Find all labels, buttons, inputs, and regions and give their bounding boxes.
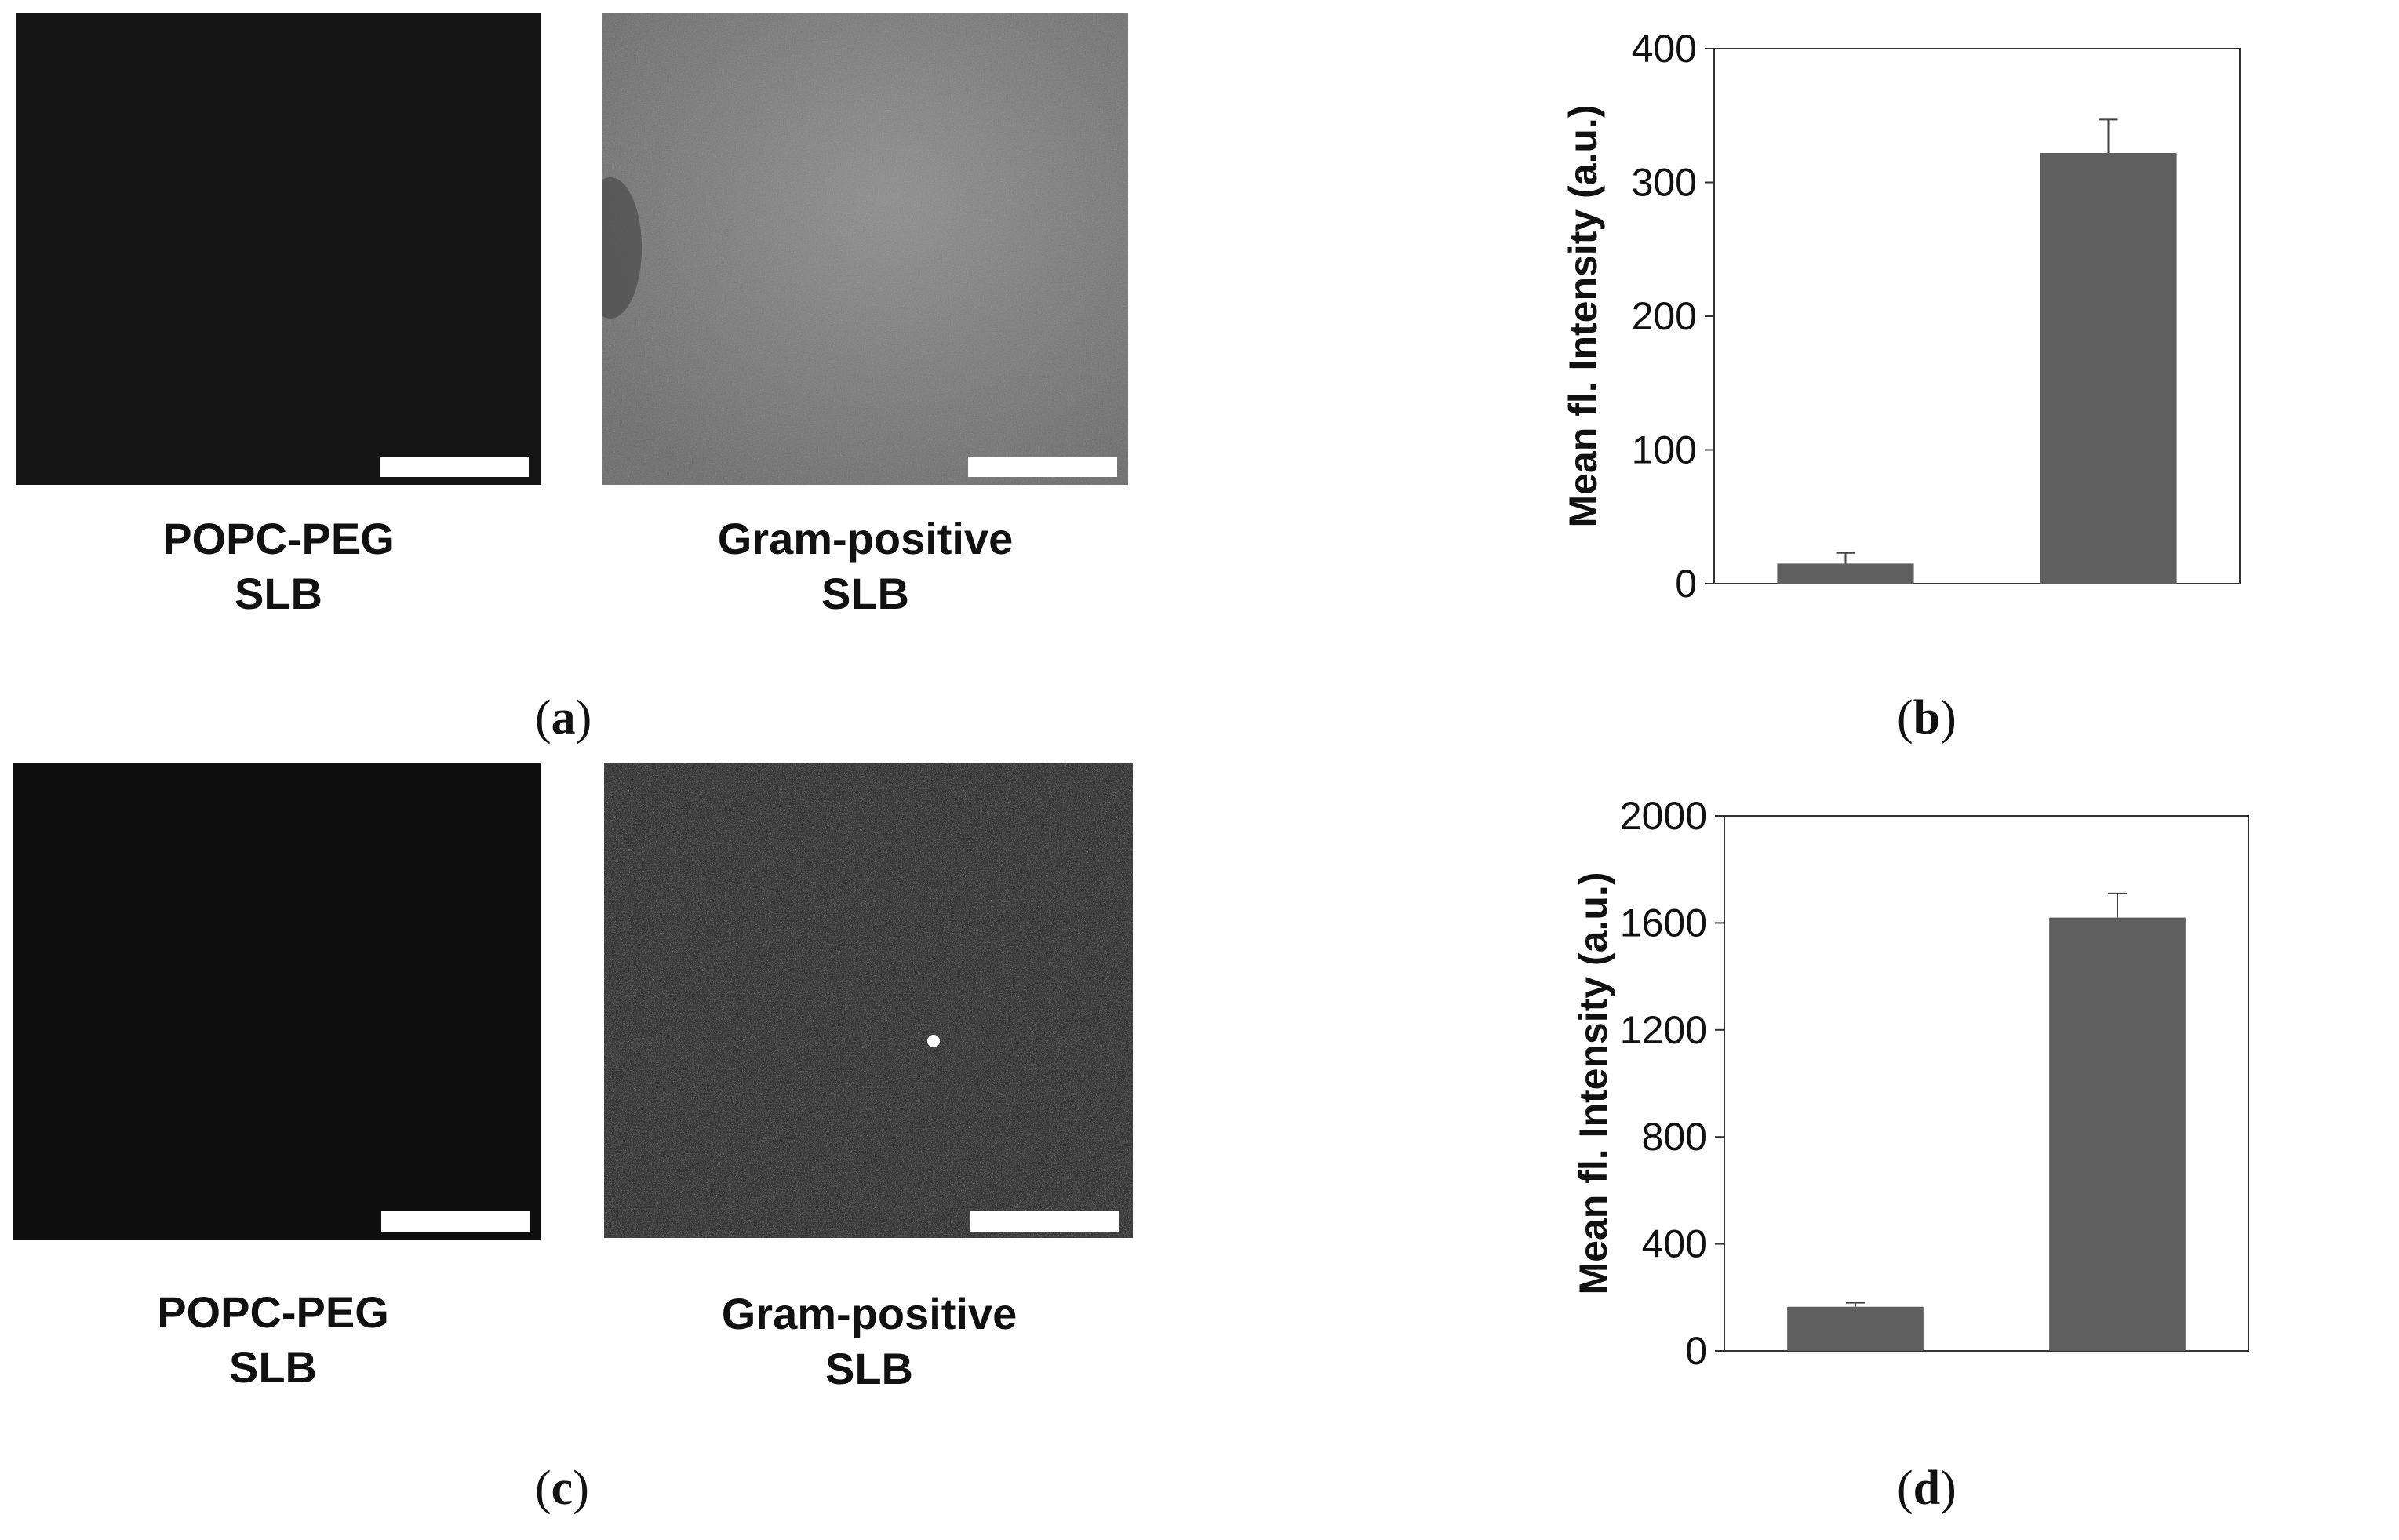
scale-bar	[380, 457, 529, 477]
panel-label-a: (a)	[535, 691, 592, 745]
micrograph-a-popc-peg	[16, 13, 541, 485]
scale-bar	[381, 1211, 530, 1232]
bar	[2040, 152, 2177, 584]
micrograph-texture	[602, 13, 1128, 485]
y-axis-title: Mean fl. Intensity (a.u.)	[1571, 872, 1615, 1295]
y-tick-label: 200	[1632, 294, 1697, 338]
y-tick-label: 1200	[1620, 1008, 1707, 1052]
y-axis-title: Mean fl. Intensity (a.u.)	[1561, 105, 1605, 528]
micrograph-c-gram-positive	[604, 763, 1133, 1238]
micrograph-c-popc-peg	[13, 763, 541, 1240]
y-tick-label: 2000	[1620, 794, 1707, 838]
image-label-gram-positive: Gram-positive SLB	[721, 1289, 1017, 1393]
bar	[1777, 563, 1914, 584]
panel-label-b: (b)	[1897, 691, 1957, 745]
y-tick-label: 400	[1632, 27, 1697, 71]
micrograph-a-gram-positive	[602, 13, 1128, 485]
image-label-popc-peg: POPC-PEG SLB	[162, 514, 395, 618]
plot-frame	[1724, 815, 2249, 1352]
y-tick-label: 800	[1642, 1115, 1707, 1159]
y-tick-label: 300	[1632, 161, 1697, 205]
bar-chart-d: 0 400 800 1200 1600 2000 Mean fl. Intensity (a…	[1428, 785, 2393, 1396]
y-tick-label: 0	[1685, 1329, 1707, 1373]
y-tick-label: 400	[1642, 1222, 1707, 1266]
image-label-gram-positive: Gram-positive SLB	[717, 514, 1014, 618]
bar	[1787, 1306, 1924, 1351]
micrograph-texture	[604, 763, 1133, 1238]
bar-chart-b: 0 100 200 300 400 Mean fl. Intensity (a.u.)	[1428, 16, 2393, 628]
panel-label-c: (c)	[535, 1462, 589, 1515]
scale-bar	[970, 1211, 1119, 1232]
image-label-popc-peg: POPC-PEG SLB	[157, 1287, 389, 1392]
y-tick-label: 100	[1632, 428, 1697, 472]
y-tick-label: 1600	[1620, 901, 1707, 945]
bar-chart-b-svg: 0 100 200 300 400 Mean fl. Intensity (a.u.)	[1561, 27, 2241, 606]
y-tick-label: 0	[1675, 562, 1697, 606]
bar	[2049, 917, 2186, 1351]
panel-label-d: (d)	[1897, 1462, 1957, 1515]
scale-bar	[968, 457, 1117, 477]
